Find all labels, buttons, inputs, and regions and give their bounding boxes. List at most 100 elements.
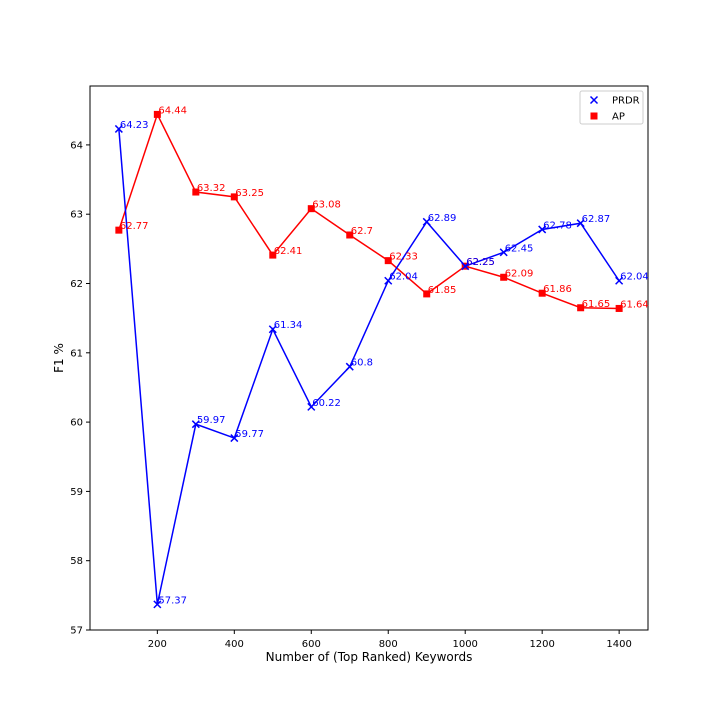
data-label-prdr: 62.04 (620, 272, 649, 283)
y-tick-label: 62 (70, 279, 83, 290)
data-label-ap: 63.32 (197, 183, 226, 194)
data-label-prdr: 62.45 (505, 243, 534, 254)
y-tick-label: 61 (70, 348, 83, 359)
data-label-prdr: 61.34 (274, 320, 303, 331)
data-point-ap (577, 304, 585, 312)
y-axis-ticks: 57 58 59 60 61 62 63 64 (70, 140, 90, 637)
data-label-ap: 62.41 (274, 246, 303, 257)
data-label-prdr: 62.89 (428, 213, 457, 224)
data-label-prdr: 64.23 (120, 120, 149, 131)
x-tick-label: 600 (302, 639, 321, 650)
series-line-prdr (118, 128, 620, 605)
marker-stroke (461, 262, 470, 271)
data-point-ap (384, 257, 392, 265)
data-label-ap: 61.64 (620, 299, 649, 310)
marker-stroke (230, 434, 239, 443)
marker-stroke (384, 276, 393, 285)
x-tick-label: 800 (379, 639, 398, 650)
data-label-prdr: 62.04 (389, 272, 418, 283)
data-label-ap: 61.86 (543, 284, 572, 295)
data-point-ap (230, 193, 238, 201)
marker-stroke (576, 219, 585, 228)
data-point-ap (500, 273, 508, 281)
data-point-prdr (230, 434, 239, 443)
data-label-ap: 62.77 (120, 221, 149, 232)
marker-stroke (114, 124, 123, 133)
data-label-prdr: 59.77 (235, 429, 264, 440)
data-point-ap (307, 205, 315, 213)
legend-label-prdr: PRDR (612, 96, 640, 107)
marker-stroke (307, 402, 316, 411)
marker-stroke (499, 248, 508, 257)
series-layer (114, 110, 624, 609)
data-point-prdr (307, 402, 316, 411)
data-label-ap: 62.7 (351, 226, 373, 237)
y-axis-label: F1 % (52, 343, 66, 373)
y-tick-label: 58 (70, 556, 83, 567)
data-label-prdr: 59.97 (197, 415, 226, 426)
data-point-ap (423, 290, 431, 298)
legend-label-ap: AP (612, 112, 625, 123)
data-point-ap (615, 304, 623, 312)
plot-area (89, 85, 649, 631)
data-point-ap (153, 110, 161, 118)
x-axis-label: Number of (Top Ranked) Keywords (266, 650, 473, 664)
data-label-ap: 63.25 (235, 188, 264, 199)
legend-marker-ap (590, 112, 598, 120)
data-point-ap (192, 188, 200, 196)
data-label-prdr: 62.25 (466, 257, 495, 268)
data-label-ap: 62.25 (466, 257, 495, 268)
y-tick-label: 64 (70, 140, 83, 151)
x-tick-label: 1400 (606, 639, 631, 650)
data-point-prdr (268, 325, 277, 334)
data-point-prdr (153, 600, 162, 609)
data-label-prdr: 60.22 (312, 398, 341, 409)
data-point-prdr (499, 248, 508, 257)
x-tick-label: 400 (225, 639, 244, 650)
data-point-prdr (422, 217, 431, 226)
data-point-ap (269, 251, 277, 259)
data-point-ap (115, 226, 123, 234)
data-label-prdr: 62.87 (582, 214, 611, 225)
data-label-prdr: 60.8 (351, 358, 373, 369)
data-point-ap (346, 231, 354, 239)
y-tick-label: 63 (70, 210, 83, 221)
y-tick-label: 59 (70, 487, 83, 498)
data-label-ap: 61.85 (428, 285, 457, 296)
data-label-ap: 62.33 (389, 252, 418, 263)
y-tick-label: 57 (70, 626, 83, 637)
data-label-ap: 64.44 (158, 105, 187, 116)
marker-stroke (538, 225, 547, 234)
data-point-prdr (538, 225, 547, 234)
marker-stroke (589, 95, 599, 105)
marker-stroke (153, 600, 162, 609)
data-label-ap: 62.09 (505, 268, 534, 279)
marker-stroke (615, 276, 624, 285)
data-point-prdr (384, 276, 393, 285)
x-tick-label: 1000 (452, 639, 477, 650)
data-point-ap (538, 289, 546, 297)
legend-marker-prdr (589, 95, 599, 105)
data-point-prdr (461, 262, 470, 271)
marker-stroke (191, 420, 200, 429)
series-line-ap (118, 112, 620, 310)
legend: PRDR AP (579, 90, 644, 125)
data-point-prdr (191, 420, 200, 429)
data-label-prdr: 57.37 (158, 595, 187, 606)
y-tick-label: 60 (70, 418, 83, 429)
data-label-ap: 61.65 (582, 299, 611, 310)
data-point-prdr (345, 362, 354, 371)
marker-stroke (422, 217, 431, 226)
data-label-ap: 63.08 (312, 200, 341, 211)
marker-stroke (268, 325, 277, 334)
data-point-prdr (576, 219, 585, 228)
marker-stroke (345, 362, 354, 371)
x-axis-ticks: 200 400 600 800 1000 1200 1400 (148, 630, 632, 650)
data-point-prdr (114, 124, 123, 133)
data-point-prdr (615, 276, 624, 285)
data-label-prdr: 62.78 (543, 220, 572, 231)
x-tick-label: 200 (148, 639, 167, 650)
x-tick-label: 1200 (529, 639, 554, 650)
data-labels-layer: 62.77 64.44 63.32 63.25 62.41 63.08 62.7 62.33 6… (120, 105, 649, 606)
